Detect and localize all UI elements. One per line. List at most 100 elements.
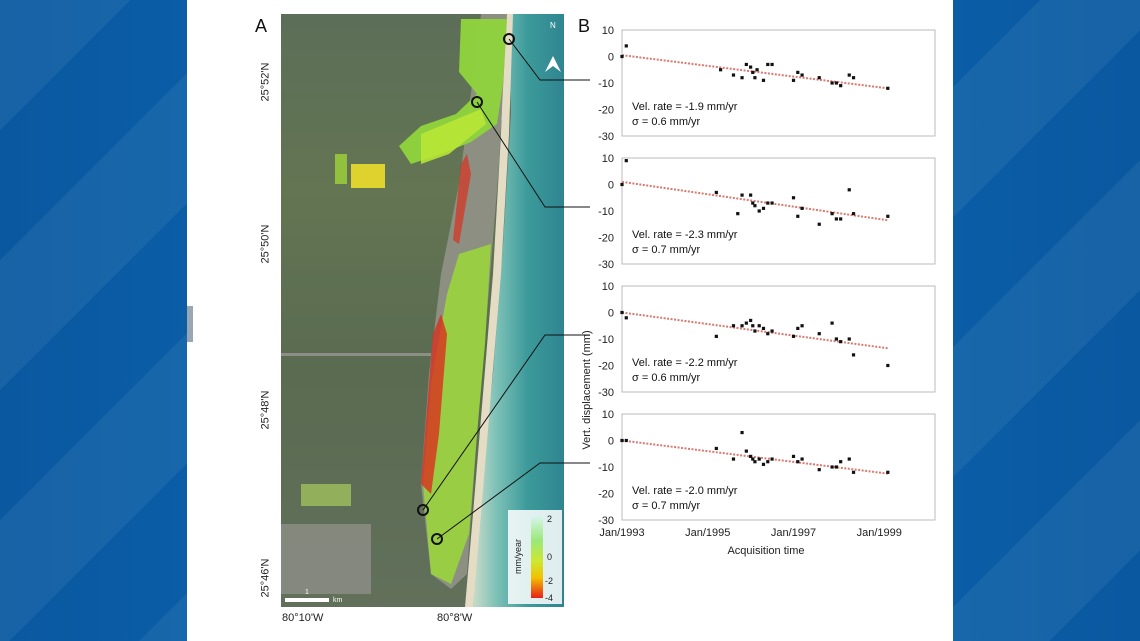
data-point [719, 68, 723, 72]
data-point [751, 324, 755, 328]
data-point [624, 44, 628, 48]
velocity-rate-label: Vel. rate = -2.3 mm/yr [632, 229, 738, 241]
sigma-label: σ = 0.7 mm/yr [632, 244, 701, 256]
lon-label: 80°10'W [282, 612, 324, 624]
legend-tick: -2 [545, 576, 553, 586]
plot-frame [621, 157, 936, 265]
y-tick-label: -10 [598, 206, 614, 218]
port-area [281, 524, 371, 594]
scale-bar [285, 598, 329, 602]
data-point [839, 460, 843, 464]
data-point [796, 214, 800, 218]
plot-frame [621, 29, 936, 137]
data-point [749, 318, 753, 323]
y-tick-label: 10 [602, 281, 614, 293]
y-tick-label: -30 [598, 131, 614, 143]
data-point [766, 201, 770, 205]
map-graphic: N 1 km mm/year 2 0 -2 -4 [281, 14, 564, 607]
data-point [817, 468, 821, 472]
y-tick-label: -30 [598, 259, 614, 271]
y-tick-label: 10 [602, 409, 614, 421]
data-point [830, 321, 834, 325]
y-tick-label: -20 [598, 105, 614, 117]
data-point [851, 76, 856, 80]
data-point [834, 217, 838, 221]
data-point [749, 65, 753, 69]
data-point [817, 332, 821, 336]
data-point [749, 454, 753, 458]
y-tick-label: 10 [602, 25, 614, 37]
data-point [753, 329, 757, 333]
data-point [770, 201, 774, 205]
data-point [830, 81, 834, 85]
data-point [834, 337, 838, 341]
data-point [886, 86, 890, 90]
data-point [886, 363, 890, 368]
scale-bar-unit: km [333, 597, 343, 604]
data-point [753, 76, 757, 80]
data-point [624, 316, 628, 320]
sigma-label: σ = 0.7 mm/yr [632, 500, 701, 512]
lat-label: 25°52'N [259, 62, 272, 102]
data-point [851, 470, 856, 474]
trend-line [621, 439, 888, 475]
causeway [281, 353, 431, 356]
data-point [766, 460, 770, 464]
data-point [744, 321, 748, 325]
data-point [761, 326, 766, 330]
data-point [791, 454, 796, 458]
plot-frame [621, 413, 936, 521]
y-tick-label: 0 [608, 308, 614, 320]
sigma-label: σ = 0.6 mm/yr [632, 372, 701, 384]
data-point [761, 462, 766, 466]
sigma-label: σ = 0.6 mm/yr [632, 116, 701, 128]
data-point [796, 326, 800, 330]
veg-north-yellow [421, 109, 486, 164]
data-point [800, 73, 804, 77]
data-point [744, 449, 748, 453]
data-point [847, 73, 851, 77]
data-point [839, 217, 843, 221]
data-point [744, 62, 748, 67]
legend-tick: 0 [547, 552, 552, 562]
data-point [714, 446, 718, 451]
data-point [800, 457, 804, 461]
side-handle [187, 306, 193, 342]
panel-label-b: B [578, 16, 591, 36]
y-tick-label: -20 [598, 361, 614, 373]
lat-label: 25°48'N [259, 390, 272, 430]
data-point [886, 470, 890, 474]
data-point [796, 460, 800, 464]
y-tick-label: -10 [598, 462, 614, 474]
data-point [740, 193, 744, 197]
y-tick-label: -30 [598, 515, 614, 527]
data-point [751, 457, 755, 461]
data-point [736, 212, 740, 216]
data-point [740, 430, 744, 435]
data-point [847, 337, 851, 341]
data-point [761, 78, 766, 82]
x-tick-label: Jan/1995 [685, 527, 730, 539]
time-series-plots: Vert. displacement (mm) Acquisition time… [581, 25, 936, 557]
data-point [731, 457, 736, 461]
green-patch [335, 154, 347, 184]
data-point [839, 340, 843, 344]
data-point [757, 457, 761, 461]
trend-line [621, 180, 888, 222]
x-axis-title: Acquisition time [727, 545, 804, 557]
satellite-map: N 1 km mm/year 2 0 -2 -4 [281, 14, 564, 607]
data-point [830, 465, 834, 469]
data-point [796, 70, 800, 74]
y-tick-label: -10 [598, 78, 614, 90]
data-point [851, 212, 856, 216]
scale-bar-one: 1 [305, 589, 309, 596]
data-point [753, 460, 757, 464]
y-tick-label: -30 [598, 387, 614, 399]
data-point [714, 334, 718, 338]
data-point [731, 324, 736, 328]
data-point [817, 76, 821, 80]
data-point [851, 353, 856, 357]
data-point [620, 54, 624, 59]
data-point [770, 329, 774, 333]
data-point [800, 206, 804, 210]
